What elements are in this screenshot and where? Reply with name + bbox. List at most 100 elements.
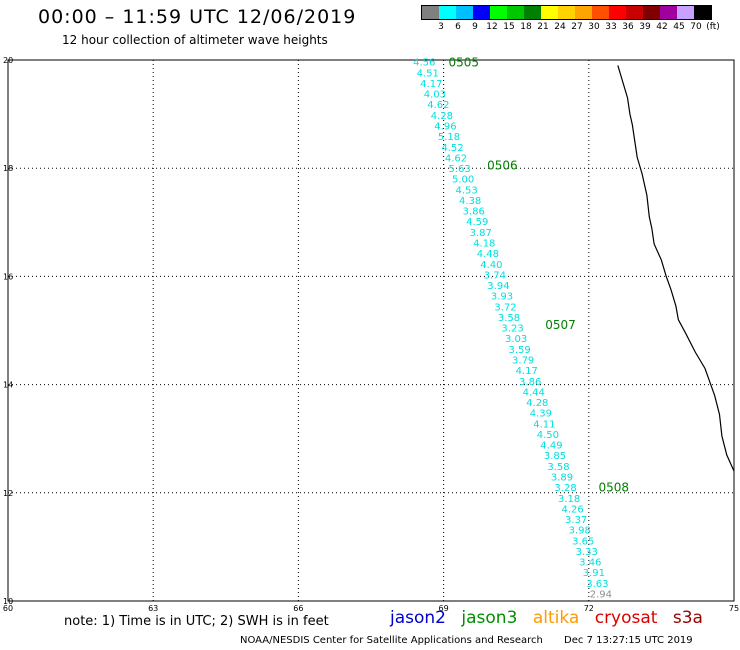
wave-height-value: 4.51	[417, 68, 439, 79]
map-frame	[7, 59, 735, 602]
wave-height-value: 3.86	[463, 207, 485, 218]
page-subtitle: 12 hour collection of altimeter wave hei…	[62, 33, 328, 47]
wave-height-value: 4.39	[530, 409, 552, 420]
coastline-path	[617, 65, 735, 472]
legend-cryosat: cryosat	[594, 608, 658, 628]
legend-s3a: s3a	[672, 608, 703, 628]
wave-height-value: 4.50	[537, 430, 559, 441]
wave-height-value: 4.11	[533, 419, 555, 430]
color-scale-label: 12	[486, 22, 498, 32]
wave-height-value: 5.18	[438, 132, 460, 143]
wave-height-value: 3.37	[565, 515, 587, 526]
wave-height-value: 3.59	[509, 345, 531, 356]
wave-height-value: 4.48	[477, 249, 499, 260]
color-swatch	[541, 6, 558, 19]
x-tick-label: 69	[439, 604, 449, 613]
wave-height-value: 4.18	[473, 239, 495, 250]
satellite-legend: jason2 jason3 altika cryosat s3a	[390, 608, 713, 628]
wave-height-value: 3.33	[576, 547, 598, 558]
wave-height-value: 4.03	[424, 90, 446, 101]
color-swatch	[490, 6, 507, 19]
x-tick-label: 75	[729, 604, 739, 613]
credit-org: NOAA/NESDIS Center for Satellite Applica…	[240, 635, 543, 646]
wave-height-value: 3.89	[551, 473, 573, 484]
axis-tick-labels: 60 63 66 69 72 75 20 18 16 14 12 10	[3, 56, 739, 613]
wave-height-value: 3.86	[519, 377, 541, 388]
x-tick-label: 66	[293, 604, 303, 613]
y-tick-label: 18	[3, 164, 13, 173]
pass-time-label: 0506	[487, 158, 518, 172]
page-title: 00:00 – 11:59 UTC 12/06/2019	[38, 6, 357, 28]
color-scale-label: 3	[438, 22, 444, 32]
wave-height-value: 3.87	[470, 228, 492, 239]
wave-height-value: 3.58	[547, 462, 569, 473]
color-scale-legend: 3 6 9 12 15 18 21 24 27 30 33 36 39 42 45 70 (ft)	[421, 5, 720, 32]
wave-height-value: 4.17	[516, 366, 538, 377]
color-swatch	[422, 6, 439, 19]
wave-height-value: 4.17	[420, 79, 442, 90]
color-swatch	[660, 6, 677, 19]
color-scale-labels: 3 6 9 12 15 18 21 24 27 30 33 36 39 42 45 70 (ft)	[421, 20, 720, 32]
x-tick-label: 63	[148, 604, 158, 613]
color-swatch	[694, 6, 711, 19]
color-scale-label: 15	[503, 22, 515, 32]
color-swatch	[609, 6, 626, 19]
wave-height-value: 4.44	[523, 387, 545, 398]
color-scale-label: 45	[673, 22, 685, 32]
pass-time-label: 0507	[545, 318, 576, 332]
legend-jason3: jason3	[461, 608, 518, 628]
wave-height-value: 4.26	[562, 504, 584, 515]
color-swatch	[524, 6, 541, 19]
map-grid	[7, 59, 735, 602]
color-swatch	[626, 6, 643, 19]
legend-altika: altika	[532, 608, 580, 628]
credit-line: NOAA/NESDIS Center for Satellite Applica…	[240, 635, 693, 646]
wave-height-value: 3.74	[484, 270, 506, 281]
color-swatch	[592, 6, 609, 19]
wave-height-value: 3.65	[572, 536, 594, 547]
wave-height-value: 3.94	[487, 281, 509, 292]
color-scale-label: (ft)	[706, 22, 720, 32]
wave-height-value: 4.40	[480, 260, 502, 271]
color-scale-label: 30	[588, 22, 600, 32]
pass-time-label: 0508	[598, 480, 629, 494]
wave-height-value: 3.98	[569, 526, 591, 537]
color-scale-label: 6	[455, 22, 461, 32]
y-tick-label: 12	[3, 489, 13, 498]
legend-jason2: jason2	[390, 608, 446, 628]
wave-height-value: 3.18	[558, 494, 580, 505]
wave-height-value: 3.85	[544, 451, 566, 462]
wave-height-value: 5.00	[452, 175, 474, 186]
wave-height-value: 3.79	[512, 356, 534, 367]
x-tick-label: 72	[584, 604, 594, 613]
wave-height-value: 4.28	[431, 111, 453, 122]
color-scale-label: 24	[554, 22, 566, 32]
color-scale-label: 27	[571, 22, 583, 32]
wave-height-value: 4.62	[445, 153, 467, 164]
color-scale-label: 9	[472, 22, 478, 32]
wave-height-value: 3.58	[498, 313, 520, 324]
credit-timestamp: Dec 7 13:27:15 UTC 2019	[564, 635, 693, 646]
units-note: note: 1) Time is in UTC; 2) SWH is in fe…	[64, 614, 329, 629]
pass-time-label: 0505	[448, 56, 479, 70]
color-scale-swatches	[421, 5, 712, 20]
wave-height-value: 4.49	[540, 441, 562, 452]
color-scale-label: 33	[605, 22, 617, 32]
wave-height-value: 4.96	[434, 122, 456, 133]
wave-height-value: 4.53	[456, 185, 478, 196]
color-scale-label: 36	[622, 22, 634, 32]
wave-height-value: 3.63	[586, 579, 608, 590]
color-scale-label: 39	[639, 22, 651, 32]
wave-height-value: 5.63	[448, 164, 470, 175]
color-swatch	[473, 6, 490, 19]
wave-height-value: 3.46	[579, 558, 601, 569]
wave-height-value: 3.72	[494, 302, 516, 313]
pass-time-labels: 0505 0506 0507 0508	[448, 56, 629, 495]
color-swatch	[575, 6, 592, 19]
y-tick-label: 10	[3, 597, 13, 606]
wave-height-value: 2.94	[590, 590, 612, 601]
y-tick-label: 16	[3, 272, 13, 281]
color-swatch	[643, 6, 660, 19]
x-tick-label: 60	[3, 604, 13, 613]
